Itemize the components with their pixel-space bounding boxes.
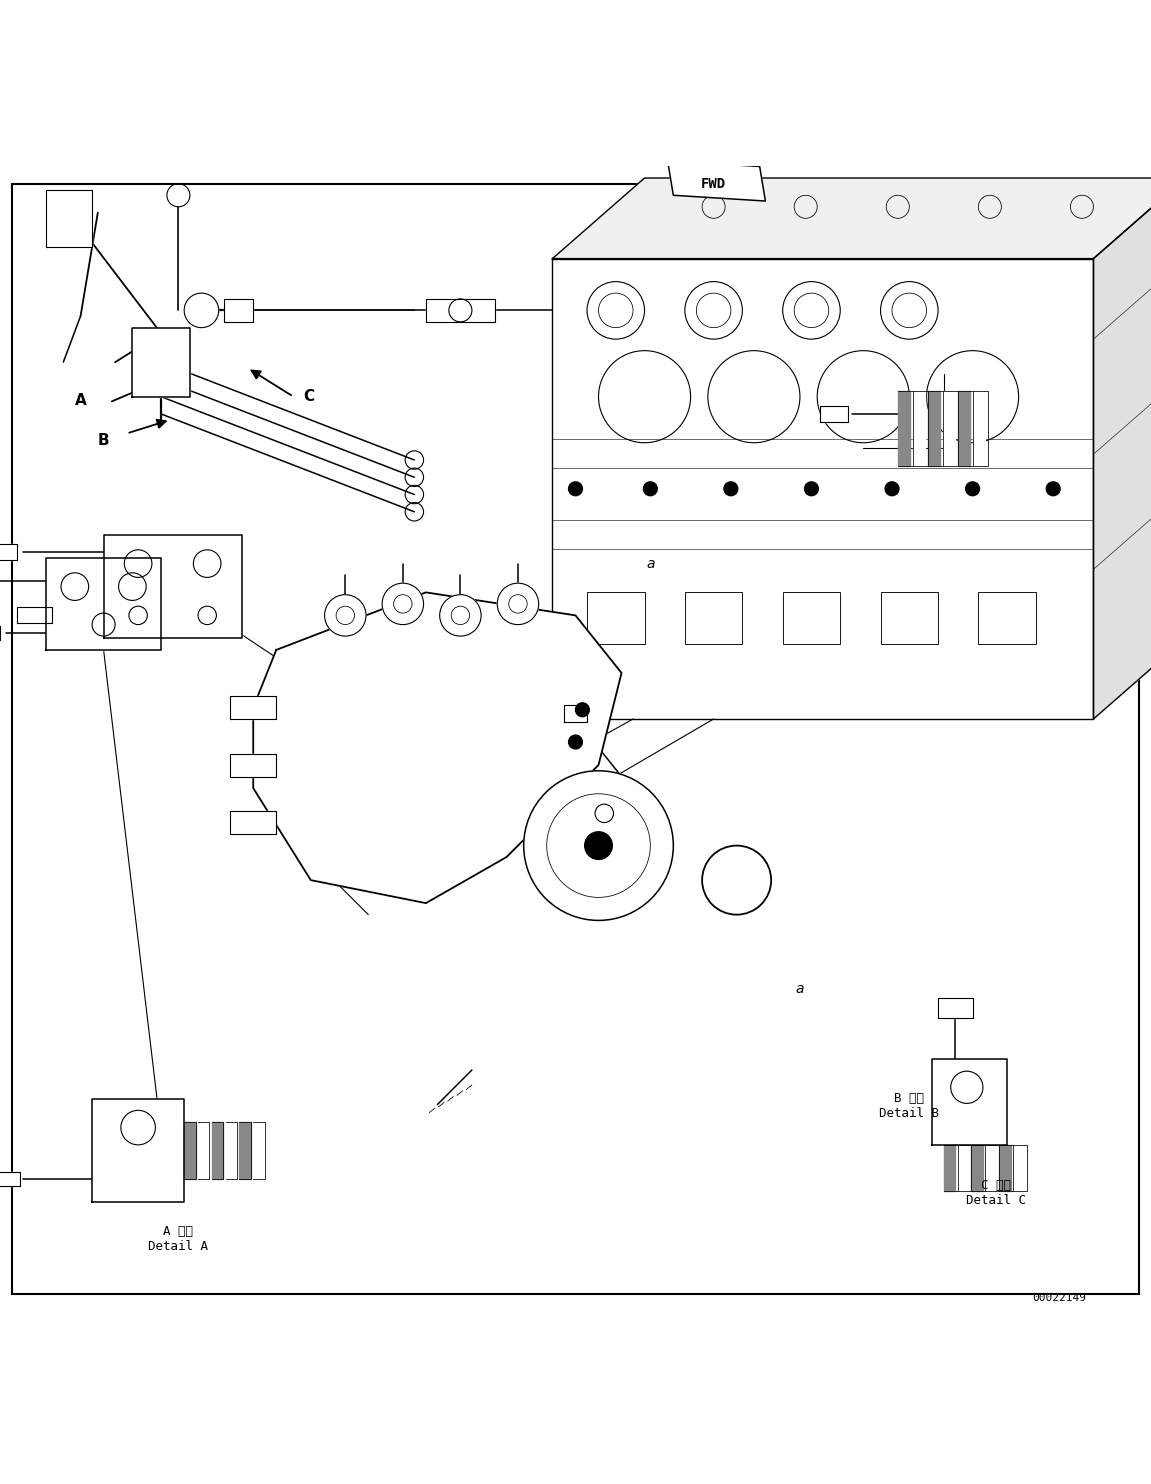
- Bar: [587, 592, 645, 644]
- Circle shape: [184, 294, 219, 328]
- Bar: [46, 558, 161, 650]
- Polygon shape: [668, 160, 765, 200]
- Text: C: C: [303, 389, 314, 404]
- Circle shape: [885, 482, 899, 496]
- Bar: [985, 1144, 997, 1190]
- Bar: [230, 696, 276, 718]
- Bar: [0, 1172, 20, 1186]
- Bar: [999, 1144, 1011, 1190]
- Bar: [198, 1122, 209, 1180]
- Bar: [212, 1122, 223, 1180]
- Bar: [971, 1144, 983, 1190]
- Bar: [132, 328, 190, 396]
- Circle shape: [497, 583, 539, 625]
- Bar: [820, 407, 848, 421]
- Circle shape: [805, 482, 818, 496]
- Bar: [253, 1122, 265, 1180]
- Text: Detail C: Detail C: [966, 1193, 1026, 1206]
- Bar: [958, 390, 970, 466]
- Text: A 詳細: A 詳細: [163, 1224, 193, 1238]
- Circle shape: [585, 831, 612, 859]
- Text: B: B: [98, 433, 109, 448]
- Bar: [1013, 1144, 1024, 1190]
- Bar: [224, 298, 253, 322]
- Polygon shape: [552, 258, 1093, 718]
- Bar: [944, 1144, 955, 1190]
- Bar: [685, 592, 742, 644]
- Circle shape: [569, 735, 582, 749]
- Bar: [17, 607, 52, 623]
- Text: FWD: FWD: [701, 177, 726, 191]
- Circle shape: [643, 482, 657, 496]
- Circle shape: [440, 595, 481, 637]
- Bar: [958, 1144, 969, 1190]
- Text: 00022149: 00022149: [1032, 1293, 1085, 1303]
- Text: Detail A: Detail A: [148, 1239, 208, 1252]
- Circle shape: [576, 703, 589, 717]
- Bar: [104, 534, 242, 638]
- Circle shape: [325, 595, 366, 637]
- Circle shape: [569, 482, 582, 496]
- Bar: [239, 1122, 251, 1180]
- Bar: [938, 997, 973, 1018]
- Bar: [0, 545, 17, 559]
- Text: A: A: [75, 393, 86, 408]
- Bar: [46, 190, 92, 246]
- Circle shape: [382, 583, 424, 625]
- Circle shape: [724, 482, 738, 496]
- Circle shape: [595, 804, 613, 822]
- Bar: [783, 592, 840, 644]
- Bar: [932, 1058, 1007, 1144]
- Bar: [881, 592, 938, 644]
- Bar: [552, 439, 1093, 467]
- Bar: [230, 812, 276, 834]
- Polygon shape: [253, 592, 622, 904]
- Bar: [978, 592, 1036, 644]
- Bar: [552, 519, 1093, 549]
- Bar: [92, 1098, 184, 1202]
- Bar: [913, 390, 925, 466]
- Text: a: a: [646, 556, 655, 570]
- Text: B 詳細: B 詳細: [894, 1092, 924, 1106]
- Bar: [426, 298, 495, 322]
- Bar: [226, 1122, 237, 1180]
- Circle shape: [524, 770, 673, 920]
- Bar: [230, 754, 276, 776]
- Bar: [184, 1122, 196, 1180]
- Bar: [564, 705, 587, 723]
- Bar: [928, 390, 940, 466]
- Polygon shape: [1093, 178, 1151, 718]
- Bar: [898, 390, 910, 466]
- Circle shape: [702, 846, 771, 914]
- Polygon shape: [552, 178, 1151, 258]
- Text: a: a: [795, 982, 805, 996]
- Text: Detail B: Detail B: [879, 1107, 939, 1120]
- Text: C 詳細: C 詳細: [981, 1178, 1011, 1192]
- Bar: [973, 390, 985, 466]
- Bar: [943, 390, 955, 466]
- Circle shape: [1046, 482, 1060, 496]
- Circle shape: [966, 482, 980, 496]
